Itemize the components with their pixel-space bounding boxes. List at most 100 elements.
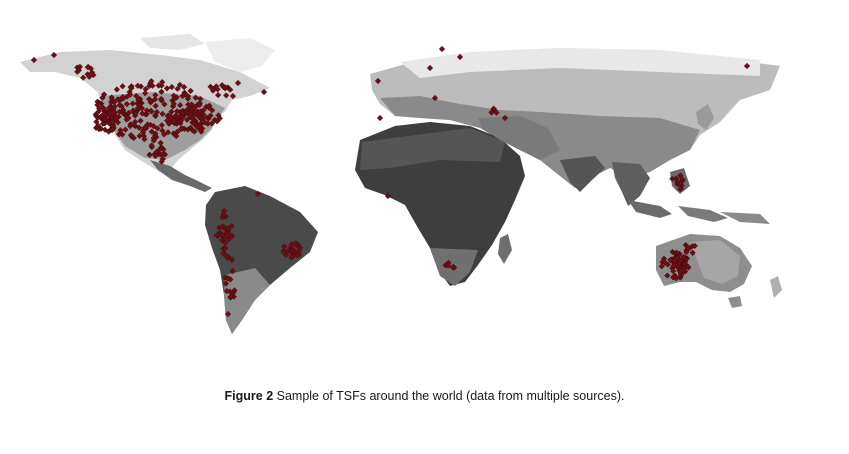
tsf-marker: [100, 105, 107, 112]
tsf-marker: [123, 100, 131, 108]
tsf-marker: [152, 102, 159, 110]
tsf-marker: [148, 98, 155, 105]
tsf-marker: [141, 136, 148, 143]
tsf-marker: [684, 263, 691, 270]
tsf-marker: [194, 124, 201, 131]
tsf-marker: [158, 122, 165, 129]
tsf-marker: [178, 125, 185, 132]
tsf-marker: [376, 114, 384, 122]
tsf-marker: [686, 244, 693, 252]
tsf-marker: [157, 151, 165, 158]
tsf-marker: [130, 107, 137, 114]
tsf-marker: [123, 116, 130, 123]
tsf-marker: [164, 129, 172, 136]
tsf-marker: [113, 114, 120, 122]
tsf-marker: [142, 85, 149, 93]
tsf-marker: [183, 116, 191, 123]
tsf-marker: [220, 250, 227, 257]
tsf-marker: [158, 88, 165, 95]
tsf-marker: [80, 74, 87, 81]
tsf-marker: [214, 231, 221, 239]
tsf-marker: [677, 186, 684, 193]
tsf-marker: [179, 114, 186, 121]
tsf-marker: [99, 94, 106, 101]
tsf-marker: [501, 114, 509, 122]
tsf-marker: [163, 85, 171, 92]
tsf-marker: [488, 109, 495, 116]
tsf-marker: [153, 148, 160, 156]
tsf-marker: [670, 267, 677, 275]
tsf-marker: [222, 245, 229, 252]
tsf-marker: [86, 73, 93, 80]
tsf-marker: [673, 254, 681, 262]
tsf-marker: [191, 111, 198, 119]
tsf-marker: [92, 124, 100, 132]
tsf-marker: [689, 249, 696, 256]
landmass-africa: [355, 122, 525, 286]
tsf-marker: [176, 102, 184, 109]
tsf-marker: [135, 124, 143, 131]
tsf-marker: [158, 144, 165, 151]
tsf-marker: [228, 222, 235, 230]
tsf-marker: [284, 247, 291, 255]
tsf-marker: [228, 233, 236, 240]
tsf-marker: [136, 95, 144, 103]
tsf-marker: [289, 246, 297, 254]
tsf-marker: [152, 91, 159, 99]
tsf-marker: [153, 108, 161, 116]
tsf-marker: [187, 87, 194, 95]
tsf-marker: [220, 211, 227, 218]
tsf-marker: [101, 111, 108, 118]
tsf-marker: [224, 275, 232, 282]
tsf-marker: [681, 260, 688, 268]
tsf-marker: [229, 92, 237, 100]
tsf-marker: [117, 127, 124, 134]
tsf-marker: [148, 78, 155, 85]
tsf-marker: [210, 86, 217, 93]
landmass-indonesia: [628, 168, 770, 224]
tsf-marker: [197, 95, 204, 103]
tsf-marker: [660, 255, 668, 262]
tsf-marker: [95, 105, 103, 112]
tsf-marker: [87, 65, 95, 72]
tsf-marker: [92, 111, 99, 118]
tsf-marker: [222, 84, 229, 91]
tsf-marker: [75, 67, 83, 74]
tsf-marker: [234, 79, 242, 87]
tsf-marker: [225, 235, 232, 243]
tsf-marker: [168, 108, 175, 115]
tsf-marker: [141, 90, 149, 97]
tsf-marker: [493, 109, 500, 116]
tsf-marker: [680, 253, 687, 261]
tsf-marker: [30, 56, 38, 64]
tsf-marker: [127, 83, 134, 91]
tsf-marker: [374, 77, 382, 85]
tsf-marker: [205, 104, 212, 111]
tsf-marker: [197, 114, 204, 121]
tsf-marker: [160, 131, 168, 138]
tsf-marker: [176, 81, 184, 89]
tsf-marker: [227, 293, 235, 300]
tsf-marker: [229, 267, 236, 275]
tsf-marker: [136, 101, 143, 109]
tsf-marker: [170, 100, 177, 108]
tsf-marker: [280, 248, 287, 256]
tsf-marker: [291, 240, 298, 247]
figure-caption-text: Sample of TSFs around the world (data fr…: [276, 389, 625, 403]
tsf-marker: [673, 249, 680, 256]
tsf-marker: [664, 261, 671, 268]
tsf-marker: [154, 125, 161, 132]
tsf-marker: [119, 83, 126, 90]
tsf-marker: [190, 120, 197, 127]
tsf-marker: [133, 92, 140, 100]
tsf-marker: [137, 83, 145, 90]
tsf-marker: [119, 93, 127, 101]
tsf-marker: [119, 110, 127, 117]
tsf-marker: [170, 118, 178, 125]
tsf-marker: [213, 118, 221, 125]
world-map: [20, 34, 782, 334]
tsf-marker: [186, 111, 194, 119]
tsf-marker: [136, 132, 143, 140]
landmass-eurasia: [370, 48, 780, 206]
tsf-marker: [124, 93, 131, 100]
